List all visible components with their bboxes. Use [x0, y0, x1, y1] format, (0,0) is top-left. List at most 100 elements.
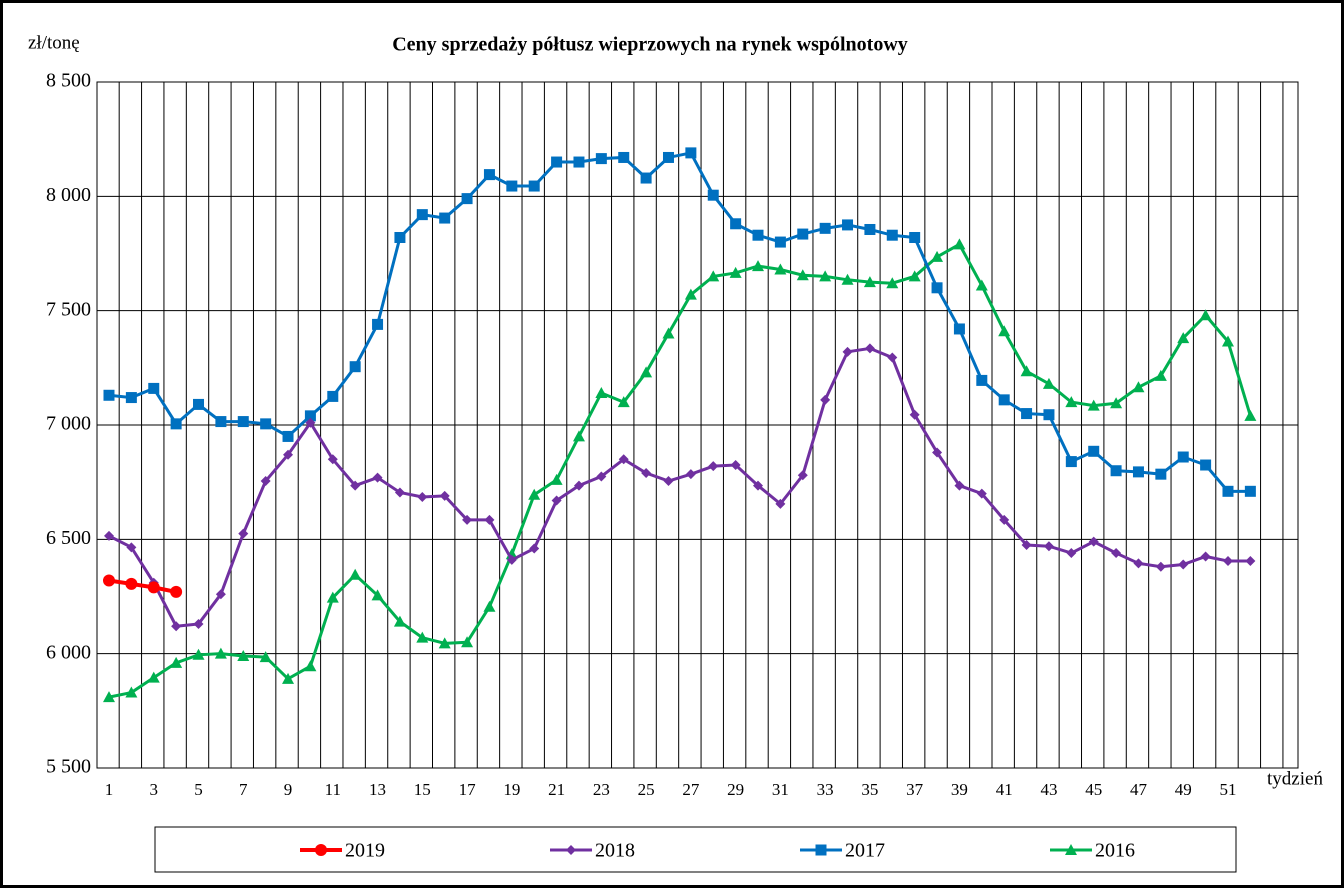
marker — [372, 318, 384, 330]
y-tick-label: 8 000 — [46, 184, 91, 206]
marker — [819, 222, 831, 234]
marker — [102, 574, 115, 587]
marker — [863, 276, 876, 288]
marker — [842, 346, 853, 357]
marker — [102, 691, 115, 703]
marker — [147, 581, 160, 594]
marker — [1245, 556, 1256, 567]
x-tick-label: 1 — [105, 780, 114, 799]
series-line — [108, 346, 1251, 628]
x-axis-label: tydzień — [1267, 768, 1323, 789]
y-tick-label: 6 000 — [46, 641, 91, 663]
marker — [932, 447, 943, 458]
x-tick-label: 41 — [996, 780, 1013, 799]
marker — [1222, 556, 1233, 567]
marker — [260, 418, 272, 430]
legend-label: 2018 — [595, 840, 635, 862]
x-tick-label: 23 — [593, 780, 610, 799]
x-tick-label: 11 — [325, 780, 341, 799]
marker — [662, 327, 675, 339]
marker — [596, 471, 607, 482]
marker — [283, 449, 294, 460]
marker — [708, 461, 719, 472]
x-tick-label: 7 — [239, 780, 248, 799]
marker — [909, 231, 921, 243]
marker — [909, 409, 920, 420]
marker — [617, 396, 630, 408]
chart-title: Ceny sprzedaży półtusz wieprzowych na ry… — [392, 34, 908, 56]
marker — [484, 514, 495, 525]
marker — [483, 600, 496, 612]
marker — [998, 394, 1010, 406]
y-tick-label: 8 500 — [46, 70, 91, 92]
marker — [931, 250, 944, 262]
marker — [1065, 396, 1078, 408]
marker — [349, 361, 361, 373]
marker — [170, 656, 183, 668]
marker — [729, 266, 742, 278]
marker — [752, 229, 764, 241]
marker — [1132, 381, 1145, 393]
marker — [976, 374, 988, 386]
marker — [864, 343, 875, 354]
marker — [350, 480, 361, 491]
marker — [282, 430, 294, 442]
marker — [1110, 397, 1123, 409]
marker — [908, 270, 921, 282]
marker — [685, 147, 697, 159]
marker — [1221, 335, 1234, 347]
marker — [1199, 309, 1212, 321]
marker — [730, 460, 741, 471]
marker — [315, 844, 327, 856]
marker — [439, 212, 451, 224]
marker — [1177, 332, 1190, 344]
marker — [1178, 559, 1189, 570]
marker — [214, 647, 227, 659]
marker — [954, 480, 965, 491]
marker — [170, 585, 183, 598]
marker — [506, 180, 518, 192]
marker — [975, 279, 988, 291]
marker — [103, 389, 115, 401]
marker — [550, 473, 563, 485]
x-tick-label: 35 — [861, 780, 878, 799]
marker — [259, 651, 272, 663]
marker — [483, 169, 495, 181]
marker — [393, 615, 406, 627]
y-tick-label: 5 500 — [46, 756, 91, 778]
marker — [1222, 485, 1234, 497]
marker — [215, 589, 226, 600]
marker — [528, 180, 540, 192]
marker — [1087, 399, 1100, 411]
marker — [462, 514, 473, 525]
marker — [170, 418, 182, 430]
x-tick-label: 45 — [1085, 780, 1102, 799]
marker — [238, 528, 249, 539]
marker — [618, 151, 630, 163]
marker — [1133, 558, 1144, 569]
marker — [371, 589, 384, 601]
marker — [327, 454, 338, 465]
marker — [125, 577, 138, 590]
marker — [349, 568, 362, 580]
marker — [707, 189, 719, 201]
marker — [1043, 541, 1054, 552]
marker — [820, 394, 831, 405]
marker — [551, 156, 563, 168]
marker — [815, 844, 827, 856]
marker — [148, 382, 160, 394]
marker — [193, 398, 205, 410]
marker — [237, 416, 249, 428]
x-tick-label: 19 — [503, 780, 520, 799]
marker — [573, 480, 584, 491]
marker — [1155, 561, 1166, 572]
marker — [819, 270, 832, 282]
marker — [1066, 548, 1077, 559]
marker — [416, 209, 428, 221]
marker — [126, 542, 137, 553]
x-tick-label: 3 — [150, 780, 159, 799]
marker — [976, 488, 987, 499]
x-tick-label: 39 — [951, 780, 968, 799]
y-axis-label: zł/tonę — [28, 32, 80, 53]
